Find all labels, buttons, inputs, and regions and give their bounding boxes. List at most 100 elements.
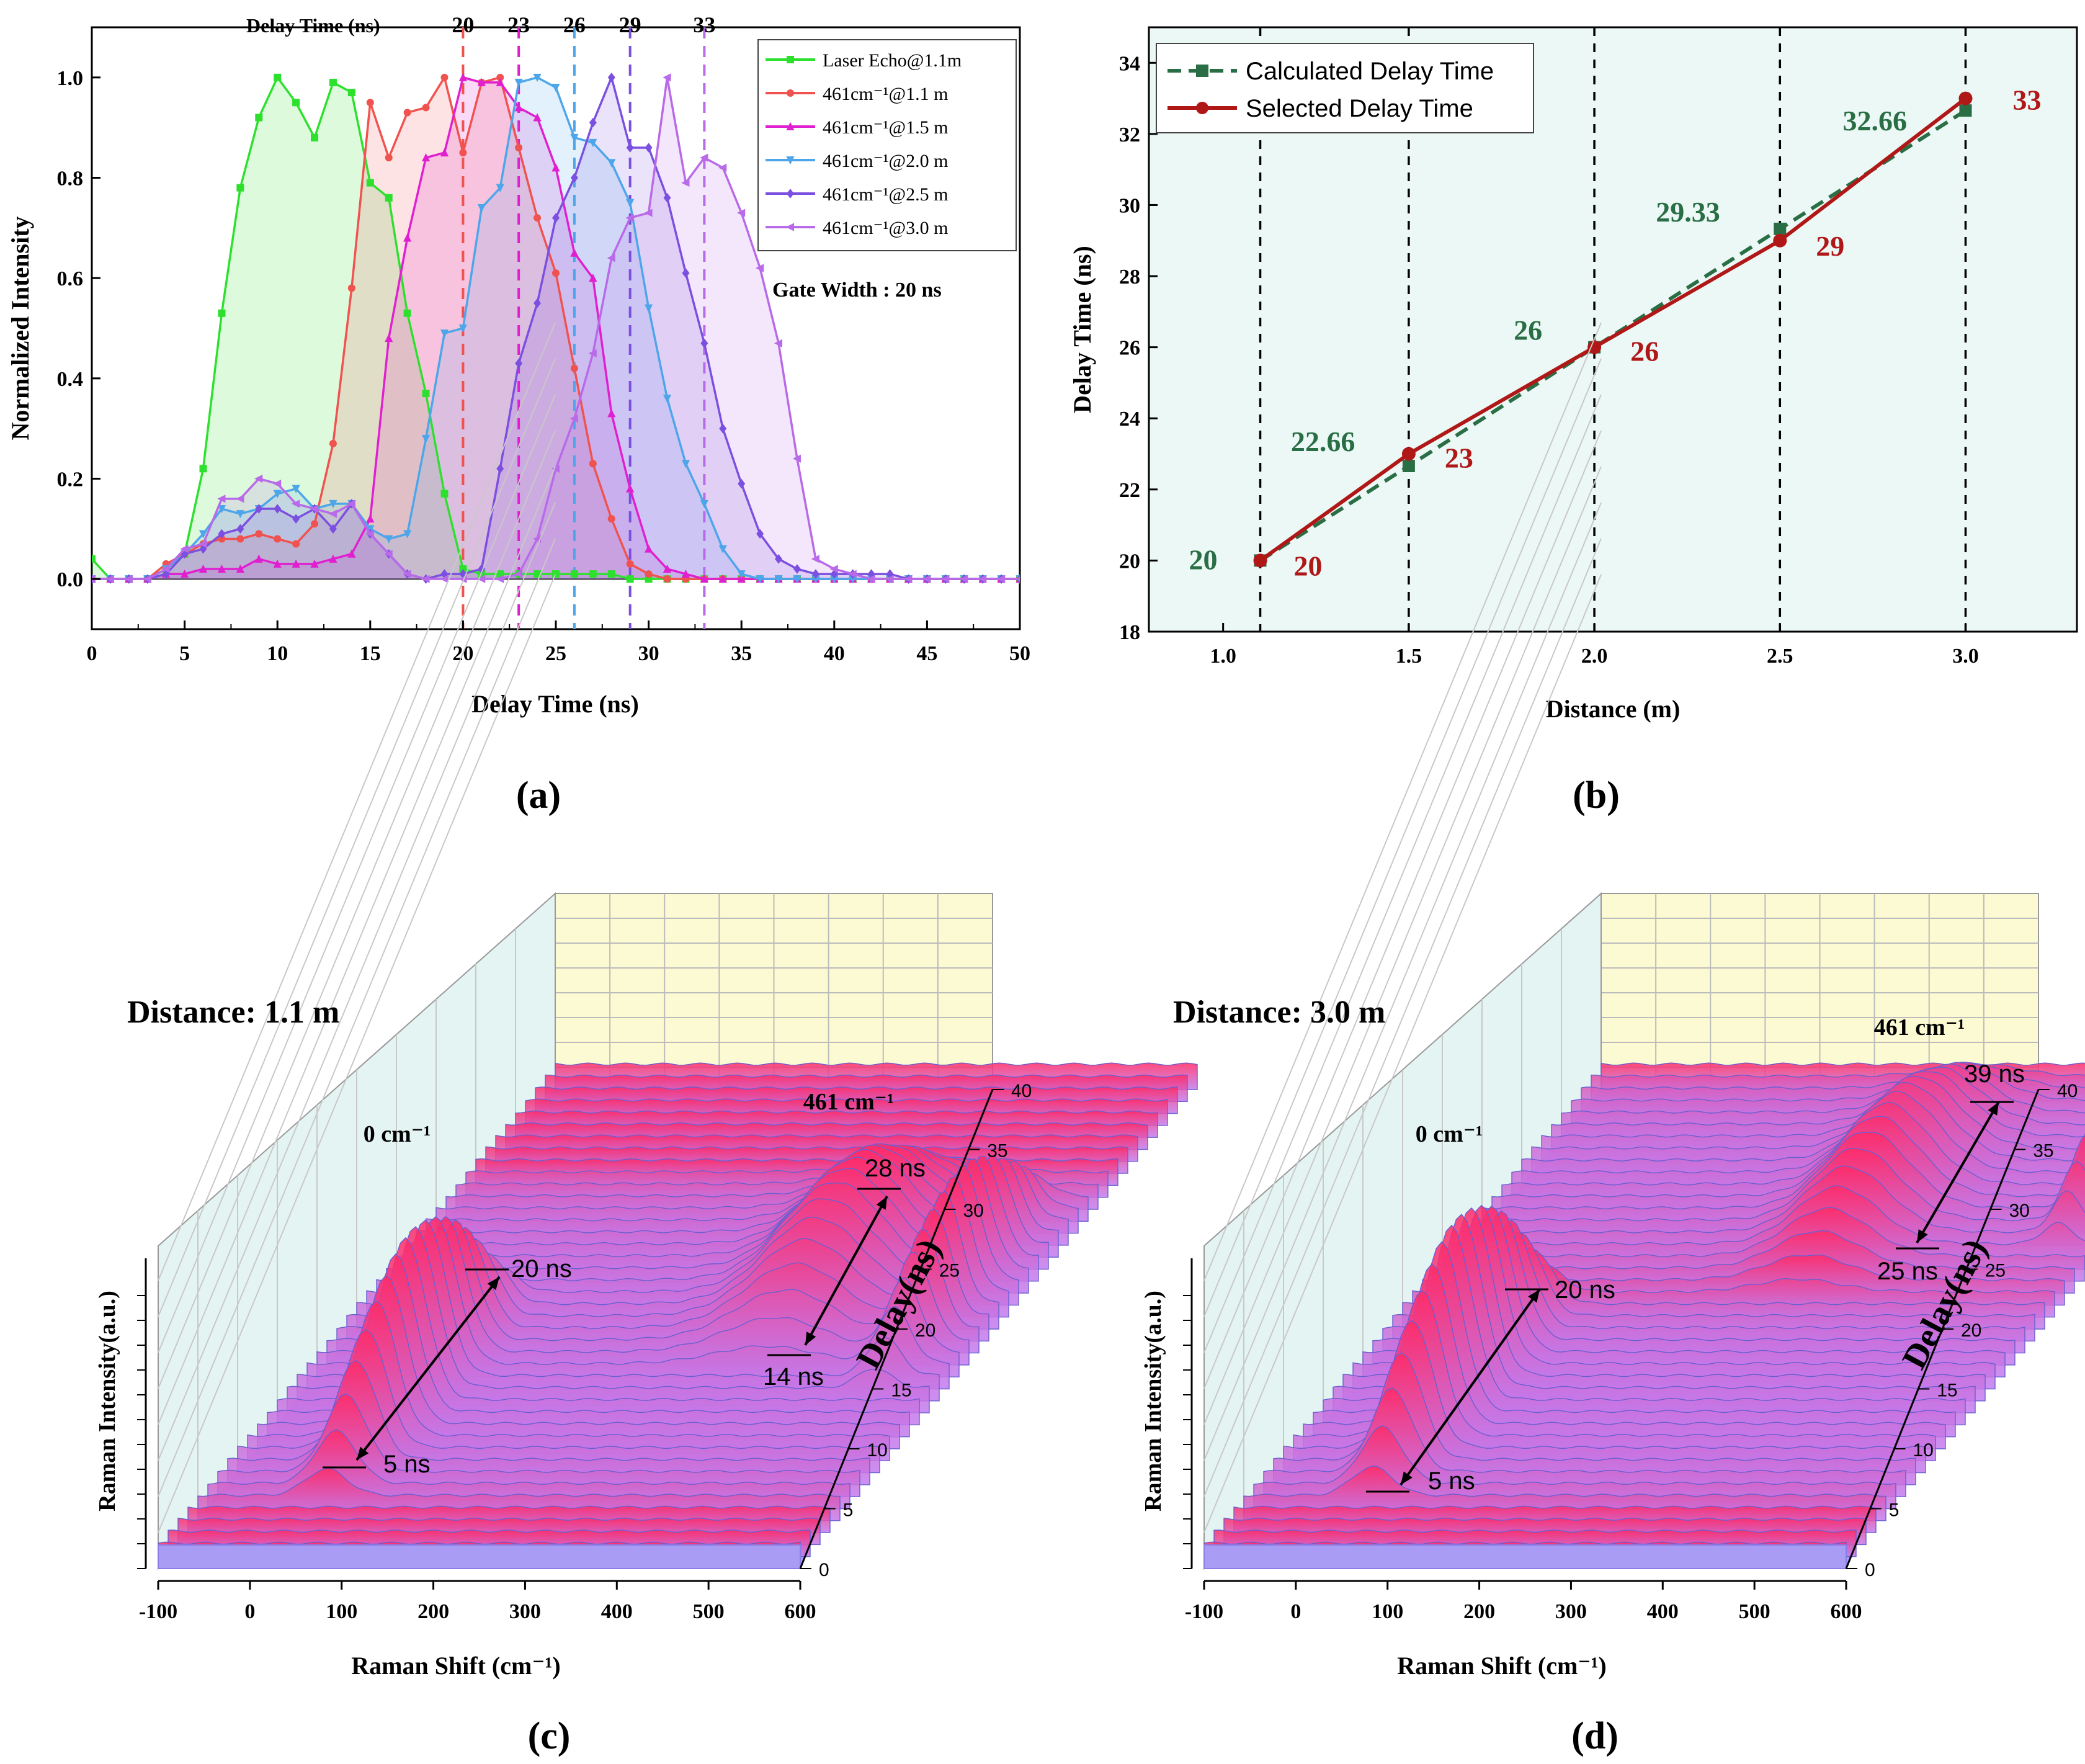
data-point xyxy=(496,78,504,86)
data-point xyxy=(92,555,96,563)
calculated-point xyxy=(1959,104,1972,117)
spectrum-slice xyxy=(1471,1147,2085,1246)
data-point xyxy=(775,554,783,564)
data-point xyxy=(273,490,282,498)
legend-marker xyxy=(787,189,794,199)
x-tick-label: 3.0 xyxy=(1952,645,1979,668)
y-axis-label-a: Normalized Intensity xyxy=(6,216,34,440)
x-tick-label: 100 xyxy=(326,1600,357,1623)
delay-marker-label: 26 xyxy=(563,12,586,37)
data-point xyxy=(477,204,486,213)
gate-width-annotation: Gate Width : 20 ns xyxy=(772,279,942,302)
panel-label-a: (a) xyxy=(516,774,561,817)
y-tick-label: 32 xyxy=(1119,123,1140,146)
data-point xyxy=(496,463,504,474)
panel-label: (c) xyxy=(528,1715,571,1757)
series-area-1 xyxy=(92,77,1020,580)
data-point xyxy=(607,254,615,262)
arrow-head xyxy=(1528,1289,1540,1303)
x-tick-label: 1.0 xyxy=(1210,645,1236,668)
delay-arrow xyxy=(804,1196,888,1346)
data-point xyxy=(626,199,635,208)
panel-label-b: (b) xyxy=(1573,774,1620,817)
x-axis-label: Raman Shift (cm⁻¹) xyxy=(1397,1652,1607,1680)
data-point xyxy=(347,284,355,292)
calculated-line xyxy=(1259,109,1967,562)
x-tick-label: -100 xyxy=(1185,1600,1223,1623)
data-point xyxy=(700,338,708,349)
x-tick-label: 600 xyxy=(1831,1600,1862,1623)
data-point xyxy=(848,570,857,578)
data-point xyxy=(274,535,282,543)
data-point xyxy=(496,73,504,81)
z-tick-label: 20 xyxy=(1961,1320,1981,1341)
x-tick-label: 0 xyxy=(1290,1600,1301,1623)
data-point xyxy=(403,530,412,539)
data-point xyxy=(199,564,208,573)
arrow-head xyxy=(357,1446,369,1460)
range-start-label: 25 ns xyxy=(1877,1258,1938,1285)
distance-label: Distance: 3.0 m xyxy=(1173,995,1385,1030)
data-point xyxy=(180,545,189,553)
data-point xyxy=(681,569,690,578)
data-point xyxy=(792,454,801,463)
legend-label: 461cm⁻¹@2.5 m xyxy=(823,184,948,205)
panel-label: (d) xyxy=(1571,1715,1618,1757)
legend-label: 461cm⁻¹@1.5 m xyxy=(823,117,948,138)
data-point xyxy=(478,564,486,574)
data-point xyxy=(551,84,560,92)
delay-marker-label: 29 xyxy=(619,12,641,37)
data-point xyxy=(552,213,560,223)
data-point xyxy=(626,484,635,493)
data-point xyxy=(552,269,560,277)
x-tick-label: 600 xyxy=(785,1600,816,1623)
side-grid-h xyxy=(1203,358,1602,1317)
data-point xyxy=(514,570,523,578)
y-axis-label: Raman Intensity(a.u.) xyxy=(94,1291,120,1511)
data-point xyxy=(236,184,244,192)
range-start-label: 5 ns xyxy=(1428,1467,1475,1495)
spectrum-slice xyxy=(217,1393,860,1497)
legend-label: 461cm⁻¹@2.0 m xyxy=(823,151,948,171)
selected-value-label: 20 xyxy=(1294,550,1323,581)
data-point xyxy=(440,490,449,498)
data-point xyxy=(199,465,207,473)
calculated-point xyxy=(1402,460,1415,473)
data-point xyxy=(811,555,819,563)
data-point xyxy=(384,550,393,558)
z-tick-label: 30 xyxy=(2009,1201,2030,1221)
z-tick-label: 5 xyxy=(1889,1500,1900,1521)
data-point xyxy=(496,575,504,583)
calculated-value-label: 32.66 xyxy=(1842,105,1907,137)
data-point xyxy=(236,510,244,519)
data-point xyxy=(774,575,783,584)
data-point xyxy=(292,485,300,493)
selected-value-label: 33 xyxy=(2012,84,2041,116)
data-point xyxy=(645,544,653,553)
calculated-point xyxy=(1774,222,1787,235)
data-point xyxy=(534,214,542,222)
data-point xyxy=(274,504,282,514)
data-point xyxy=(737,574,746,583)
data-point xyxy=(292,559,300,568)
legend-label: Laser Echo@1.1m xyxy=(823,50,962,71)
data-point xyxy=(347,549,356,558)
data-point xyxy=(292,514,300,524)
selected-point xyxy=(1587,340,1602,354)
data-point xyxy=(347,89,355,97)
data-point xyxy=(477,575,486,583)
x-axis-label: Raman Shift (cm⁻¹) xyxy=(351,1652,561,1680)
data-point xyxy=(718,545,727,553)
x-tick-label: 500 xyxy=(693,1600,725,1623)
side-grid-h xyxy=(1203,466,1602,1425)
panel-c: -100 0 100 200 300 400 500 6000510152025303540R… xyxy=(94,322,1198,1757)
side-grid-h xyxy=(1203,502,1602,1461)
data-point xyxy=(589,117,597,128)
data-point xyxy=(719,423,727,434)
y-tick-label: 26 xyxy=(1119,337,1140,360)
legend-marker xyxy=(787,89,794,97)
panel-b: 1.0 1.5 2.0 2.5 3.0 18 20 22 24 26 28 30 32 34 Calcul… xyxy=(1068,26,2078,817)
data-point xyxy=(663,193,671,203)
data-point xyxy=(588,349,597,358)
